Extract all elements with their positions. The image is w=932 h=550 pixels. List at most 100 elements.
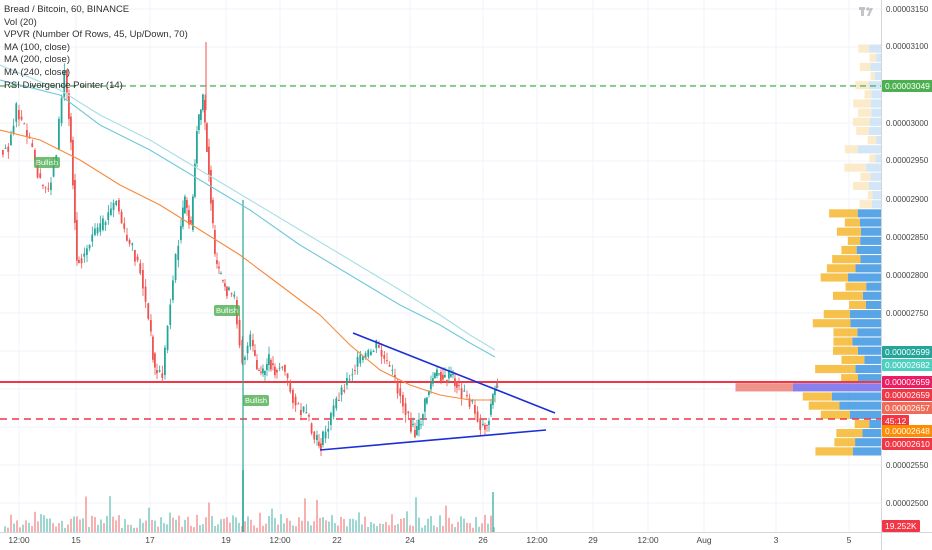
countdown-tag: 45:12 — [882, 415, 910, 427]
vpvr-up-bar — [874, 71, 881, 81]
volume-bar — [52, 523, 54, 532]
candle-body — [206, 123, 208, 152]
vpvr-up-bar — [869, 419, 881, 429]
candle-body — [430, 382, 432, 390]
candle-body — [186, 200, 188, 208]
candle-body — [249, 334, 252, 347]
volume-bar — [301, 520, 303, 532]
candle-body — [297, 403, 300, 405]
vpvr-down-bar — [844, 218, 860, 227]
ma240-line — [0, 64, 496, 351]
candle-body — [324, 431, 327, 439]
price-axis-divider — [881, 0, 882, 550]
time-tick: 12:00 — [637, 535, 659, 545]
volume-bar — [292, 525, 294, 532]
price-tick: 0.00002950 — [886, 156, 929, 165]
candle-body — [256, 360, 258, 370]
vpvr-down-bar — [829, 209, 858, 218]
candle-body — [228, 287, 230, 290]
indicator-vpvr[interactable]: VPVR (Number Of Rows, 45, Up/Down, 70) — [4, 29, 188, 41]
volume-bar — [37, 521, 39, 532]
candle-body — [426, 397, 428, 404]
vpvr-up-bar — [860, 227, 881, 236]
volume-bar — [88, 527, 90, 532]
price-tick: 0.00002750 — [886, 309, 929, 318]
volume-bar — [475, 516, 477, 532]
candle-body — [428, 391, 430, 395]
time-axis[interactable]: 12:00 15 17 19 12:00 22 24 26 12:00 29 1… — [0, 532, 881, 550]
vpvr-up-bar — [871, 90, 881, 99]
price-tick: 0.00002900 — [886, 195, 929, 204]
volume-bar — [13, 523, 15, 532]
volume-bar — [406, 511, 408, 532]
candle-body — [99, 223, 102, 232]
candle-body — [110, 208, 112, 215]
volume-bar — [370, 522, 372, 532]
volume-bar — [247, 516, 249, 532]
vpvr-down-bar — [832, 346, 858, 355]
vpvr-up-bar — [857, 145, 881, 154]
vpvr-down-bar — [832, 291, 863, 300]
candle-body — [372, 350, 375, 352]
volume-bar — [94, 516, 96, 532]
volume-bar — [280, 514, 282, 532]
candle-body — [322, 431, 324, 445]
volume-bar — [124, 519, 126, 532]
candle-body — [380, 350, 383, 357]
candle-body — [378, 345, 380, 348]
vpvr-up-bar — [860, 236, 881, 245]
vpvr-down-bar — [858, 44, 870, 53]
vpvr-up-bar — [872, 200, 881, 209]
volume-bar — [385, 521, 387, 532]
price-axis[interactable]: 0.00003150 0.00003100 0.00003000 0.00002… — [881, 0, 932, 532]
volume-bar — [469, 523, 471, 532]
vpvr-down-bar — [847, 236, 861, 245]
vpvr-down-bar — [832, 255, 861, 264]
indicator-vol[interactable]: Vol (20) — [4, 16, 37, 28]
volume-bar — [49, 518, 51, 532]
indicator-rsi-divergence[interactable]: RSI Divergence Pointer (14) — [4, 79, 123, 91]
volume-bar — [379, 523, 381, 532]
volume-bar — [220, 519, 222, 532]
candle-body — [402, 395, 404, 407]
volume-bar — [31, 526, 33, 532]
volume-bar — [28, 522, 30, 532]
volume-bar — [490, 515, 492, 532]
vpvr-up-bar — [860, 255, 881, 264]
volume-bar — [118, 515, 120, 532]
candle-body — [244, 357, 246, 360]
volume-bar — [355, 520, 357, 532]
vpvr-up-bar — [870, 62, 881, 71]
indicator-ma100[interactable]: MA (100, close) — [4, 41, 70, 53]
candle-body — [144, 286, 147, 302]
vpvr-up-bar — [869, 117, 881, 126]
price-chart[interactable] — [0, 0, 881, 532]
indicator-ma200[interactable]: MA (200, close) — [4, 54, 70, 66]
candle-body — [407, 411, 410, 414]
candle-body — [166, 325, 169, 350]
volume-bar — [331, 515, 333, 532]
candle-body — [88, 244, 91, 249]
symbol-title[interactable]: Bread / Bitcoin, 60, BINANCE — [4, 4, 130, 15]
indicator-ma240[interactable]: MA (240, close) — [4, 66, 70, 78]
candle-body — [23, 123, 26, 125]
volume-bar — [235, 517, 237, 532]
candle-body — [260, 371, 262, 373]
candle-body — [47, 188, 50, 190]
candle-body — [432, 378, 434, 384]
candle-body — [123, 223, 126, 229]
candle-body — [102, 218, 104, 230]
volume-bar — [436, 527, 438, 532]
volume-bar — [238, 522, 240, 532]
chart-area[interactable]: Bread / Bitcoin, 60, BINANCE Vol (20) VP… — [0, 0, 881, 532]
volume-bar — [196, 514, 198, 532]
candle-body — [128, 240, 131, 244]
candle-body — [198, 114, 200, 130]
candle-body — [476, 411, 479, 422]
volume-bar — [100, 519, 102, 532]
volume-bar — [187, 516, 189, 532]
volume-bar — [106, 515, 108, 532]
volume-bar — [202, 524, 204, 532]
volume-bar — [268, 516, 270, 532]
volume-bar — [457, 521, 459, 532]
